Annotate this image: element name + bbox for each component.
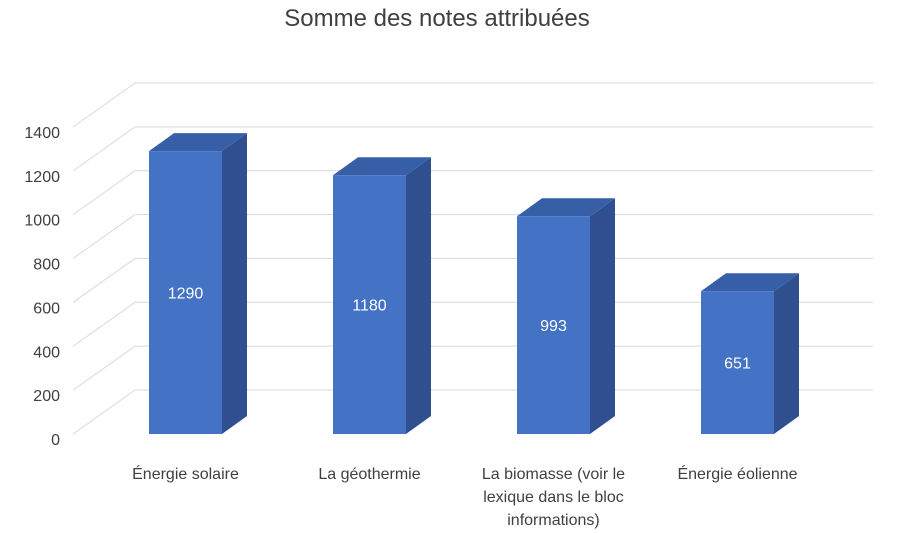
bar-top [517, 198, 615, 217]
x-category-label: Énergie solaire [132, 464, 239, 483]
gridline-diagonal [72, 82, 136, 128]
bars: 1290 1180 993 651 [149, 133, 799, 434]
bar: 1290 [149, 133, 247, 434]
bar-top [333, 157, 431, 176]
bar-front [701, 291, 774, 434]
gridline-diagonal [72, 214, 136, 259]
x-category-label: Énergie éolienne [677, 464, 797, 483]
x-category-label: La biomasse (voir le lexique dans le bloc… [482, 466, 625, 529]
y-tick-label: 400 [33, 344, 60, 361]
bar-value-label: 1180 [352, 298, 387, 315]
bar-top [149, 133, 247, 152]
bar-front [333, 175, 406, 434]
bar-side [222, 133, 247, 434]
gridlines [72, 82, 873, 435]
bar-value-label: 1290 [168, 286, 204, 303]
bar: 993 [517, 198, 615, 434]
y-tick-label: 200 [33, 388, 60, 405]
bar-top [701, 273, 799, 292]
bar-value-label: 993 [540, 318, 567, 335]
bar-front [149, 151, 222, 434]
gridline-diagonal [72, 258, 136, 303]
x-category-line: informations) [507, 512, 599, 529]
bar-side [406, 157, 431, 434]
gridline-diagonal [72, 345, 136, 391]
x-category-line: Énergie éolienne [677, 464, 797, 483]
x-category-line: La géothermie [318, 466, 420, 483]
y-tick-label: 1400 [24, 125, 60, 142]
y-tick-label: 800 [33, 257, 60, 274]
x-category-line: Énergie solaire [132, 464, 239, 483]
x-category-line: La biomasse (voir le [482, 466, 625, 483]
y-axis-ticks: 0 200 400 600 800 1000 1200 1400 [24, 125, 60, 449]
y-tick-label: 1000 [24, 213, 60, 230]
gridline-diagonal [72, 389, 136, 435]
chart-title: Somme des notes attribuées [284, 5, 590, 32]
y-tick-label: 1200 [24, 169, 60, 186]
gridline-diagonal [72, 126, 136, 172]
x-category-line: lexique dans le bloc [483, 489, 624, 506]
bar-value-label: 651 [724, 356, 751, 373]
y-tick-label: 0 [51, 432, 60, 449]
gridline-diagonal [72, 170, 136, 216]
bar-front [517, 216, 590, 434]
bar-side [590, 198, 615, 434]
bar-side [774, 273, 799, 434]
bar: 1180 [333, 157, 431, 434]
y-tick-label: 600 [33, 300, 60, 317]
x-axis-categories: Énergie solaire La géothermie La biomasse … [132, 464, 798, 529]
gridline-diagonal [72, 301, 136, 347]
bar: 651 [701, 273, 799, 434]
x-category-label: La géothermie [318, 466, 420, 483]
